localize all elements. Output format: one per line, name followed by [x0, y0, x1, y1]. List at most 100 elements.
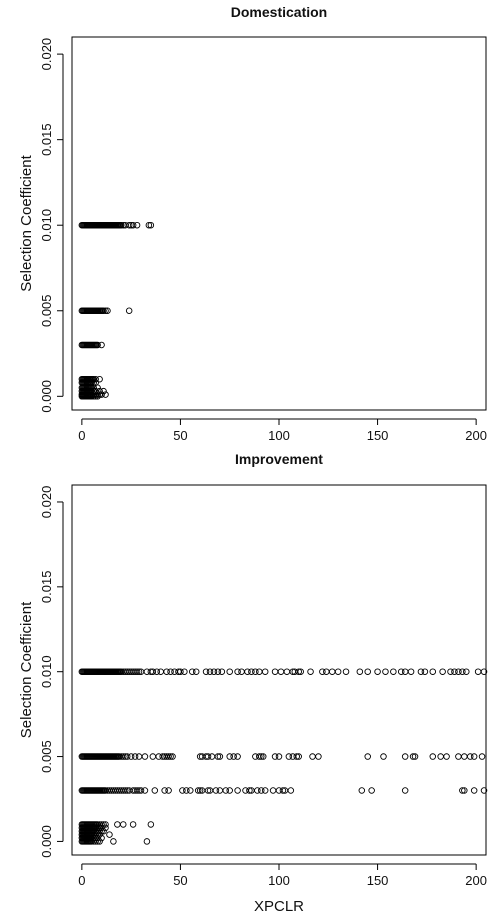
- data-point: [382, 668, 389, 675]
- data-point: [133, 221, 141, 229]
- data-point: [208, 753, 216, 760]
- data-point: [96, 831, 103, 838]
- data-point: [94, 393, 101, 400]
- data-point: [234, 787, 241, 794]
- chart-panel-1: Improvement Selection Coefficient XPCLR 0 50…: [18, 451, 488, 915]
- data-point: [401, 753, 409, 760]
- data-point: [94, 341, 101, 349]
- data-point: [147, 821, 155, 828]
- data-point: [127, 753, 135, 760]
- data-point: [94, 824, 101, 832]
- x-tick-label: 100: [268, 428, 290, 443]
- data-point: [380, 753, 387, 760]
- data-point: [258, 787, 265, 794]
- data-point: [443, 753, 450, 760]
- data-point: [98, 391, 105, 398]
- data-point: [226, 787, 233, 794]
- data-point: [100, 307, 107, 315]
- data-point: [293, 753, 300, 760]
- x-tick-label: 50: [173, 428, 187, 443]
- data-point: [100, 827, 107, 835]
- data-point: [374, 668, 381, 675]
- x-tick-label: 150: [367, 873, 389, 888]
- data-point: [252, 668, 259, 675]
- plot-frame: [71, 36, 487, 411]
- data-point: [92, 375, 99, 383]
- chart-title: Domestication: [231, 4, 327, 20]
- data-point: [212, 787, 220, 794]
- x-tick-label: 200: [465, 873, 487, 888]
- data-point: [256, 668, 263, 675]
- data-point: [102, 824, 109, 832]
- data-point: [90, 393, 97, 400]
- x-tick-label: 50: [173, 873, 187, 888]
- data-point: [196, 787, 204, 794]
- data-point: [98, 341, 105, 349]
- data-point: [92, 831, 99, 838]
- data-point: [439, 668, 446, 675]
- data-point: [131, 753, 139, 760]
- x-tick-label: 150: [367, 428, 389, 443]
- data-point: [429, 668, 437, 675]
- x-axis-label: XPCLR: [254, 898, 304, 915]
- data-point: [309, 753, 316, 760]
- data-point: [334, 668, 342, 675]
- data-point: [100, 387, 107, 395]
- data-point: [342, 668, 350, 675]
- data-point: [177, 668, 184, 675]
- data-point: [218, 668, 226, 675]
- data-point: [106, 831, 113, 838]
- data-point: [114, 821, 121, 828]
- data-point: [94, 384, 101, 392]
- data-point: [151, 787, 159, 794]
- data-point: [234, 668, 241, 675]
- data-point: [411, 753, 419, 760]
- data-point: [137, 787, 145, 794]
- data-point: [466, 753, 474, 760]
- chart-panel-0: Domestication Selection Coefficient 0 50 100…: [18, 4, 487, 443]
- chart-title: Improvement: [235, 451, 323, 467]
- data-point: [92, 393, 99, 400]
- data-point: [480, 787, 488, 794]
- data-point: [147, 221, 155, 229]
- data-point: [230, 753, 237, 760]
- data-point: [145, 221, 153, 229]
- data-point: [125, 221, 133, 229]
- y-tick-label: 0.015: [39, 123, 54, 156]
- data-point: [135, 668, 143, 675]
- data-point: [121, 787, 129, 794]
- y-tick-label: 0.010: [39, 655, 54, 688]
- data-point: [141, 787, 149, 794]
- y-tick-label: 0.005: [39, 740, 54, 773]
- data-point: [390, 668, 397, 675]
- data-point: [246, 787, 253, 794]
- data-point: [256, 753, 263, 760]
- x-tick-label: 0: [78, 428, 85, 443]
- data-point: [204, 787, 212, 794]
- data-point: [100, 821, 107, 828]
- data-point: [234, 753, 241, 760]
- data-point: [226, 753, 233, 760]
- data-point: [478, 753, 486, 760]
- data-point: [149, 753, 157, 760]
- data-point: [123, 753, 131, 760]
- data-point: [125, 307, 133, 315]
- data-point: [98, 834, 105, 842]
- data-point: [210, 668, 218, 675]
- data-point: [279, 787, 287, 794]
- y-tick-label: 0.015: [39, 571, 54, 604]
- data-point: [94, 834, 101, 842]
- data-point: [271, 753, 279, 760]
- data-point: [181, 668, 188, 675]
- data-point: [259, 753, 267, 760]
- y-tick-label: 0.020: [39, 486, 54, 519]
- data-point: [222, 787, 230, 794]
- data-point: [98, 821, 105, 828]
- x-tick-label: 200: [465, 428, 487, 443]
- data-point: [94, 391, 101, 398]
- data-point: [183, 787, 190, 794]
- data-point: [129, 221, 137, 229]
- data-point: [244, 668, 251, 675]
- data-point: [409, 753, 417, 760]
